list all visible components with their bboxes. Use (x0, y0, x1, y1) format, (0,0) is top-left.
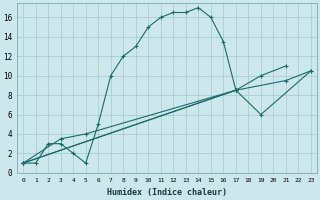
X-axis label: Humidex (Indice chaleur): Humidex (Indice chaleur) (107, 188, 227, 197)
